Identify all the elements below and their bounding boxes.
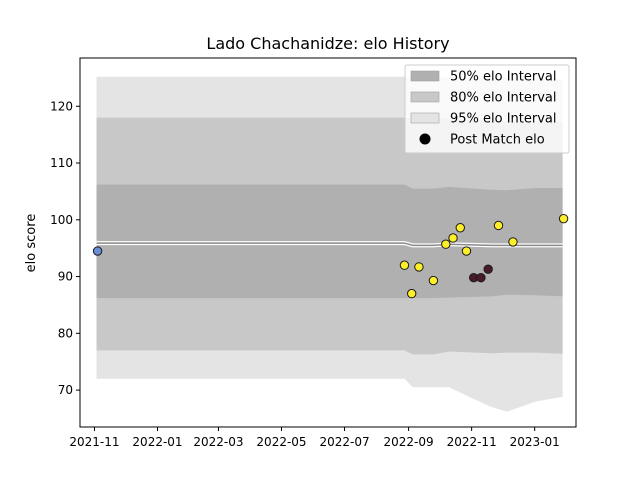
y-tick-label-1: 80 bbox=[58, 326, 73, 340]
mean-elo-line bbox=[96, 242, 563, 247]
legend-swatch-0 bbox=[410, 70, 440, 82]
post-match-point-8 bbox=[461, 246, 472, 256]
x-tick-label-2: 2022-03 bbox=[193, 435, 243, 449]
post-match-point-12 bbox=[493, 220, 504, 231]
y-tick-label-2: 90 bbox=[58, 270, 73, 284]
x-axis: 2021-11 2022-01 2022-03 2022-05 2022-07 2022-… bbox=[69, 427, 560, 449]
legend-marker-3 bbox=[419, 133, 431, 145]
post-match-point-2 bbox=[407, 288, 417, 299]
legend-box bbox=[404, 64, 570, 154]
legend-label-3: Post Match elo bbox=[450, 133, 545, 148]
legend-label-2: 95% elo Interval bbox=[450, 112, 557, 127]
legend-label-1: 80% elo Interval bbox=[450, 91, 557, 106]
x-tick-label-0: 2021-11 bbox=[69, 435, 119, 449]
post-match-point-6 bbox=[448, 233, 458, 243]
x-tick-label-5: 2022-09 bbox=[384, 435, 434, 449]
post-match-point-5 bbox=[441, 239, 451, 249]
post-match-point-0 bbox=[92, 246, 103, 256]
y-axis-label: elo score bbox=[24, 214, 39, 273]
y-tick-label-3: 100 bbox=[50, 213, 73, 227]
x-tick-label-3: 2022-05 bbox=[256, 435, 306, 449]
y-axis: 70 80 90 100 110 120 bbox=[50, 99, 80, 397]
post-match-point-13 bbox=[508, 237, 518, 247]
legend: 50% elo Interval 80% elo Interval 95% elo … bbox=[404, 64, 570, 154]
post-match-point-1 bbox=[399, 260, 410, 270]
axes-frame bbox=[79, 57, 577, 428]
chart-title: Lado Chachanidze: elo History bbox=[206, 34, 449, 53]
post-match-point-11 bbox=[483, 264, 493, 274]
y-tick-label-0: 70 bbox=[58, 383, 73, 397]
x-tick-label-4: 2022-07 bbox=[319, 435, 369, 449]
post-match-point-7 bbox=[455, 223, 465, 233]
legend-swatch-2 bbox=[410, 112, 440, 124]
y-tick-label-4: 110 bbox=[50, 156, 73, 170]
plot-area bbox=[79, 57, 577, 428]
post-match-point-14 bbox=[558, 213, 569, 224]
post-match-point-10 bbox=[476, 272, 486, 283]
legend-label-0: 50% elo Interval bbox=[450, 70, 557, 85]
legend-swatch-1 bbox=[410, 91, 440, 103]
x-tick-label-1: 2022-01 bbox=[132, 435, 182, 449]
x-tick-label-6: 2022-11 bbox=[447, 435, 497, 449]
post-match-point-3 bbox=[414, 262, 424, 272]
post-match-point-4 bbox=[428, 275, 439, 286]
x-tick-label-7: 2023-01 bbox=[510, 435, 560, 449]
y-tick-label-5: 120 bbox=[50, 99, 73, 113]
